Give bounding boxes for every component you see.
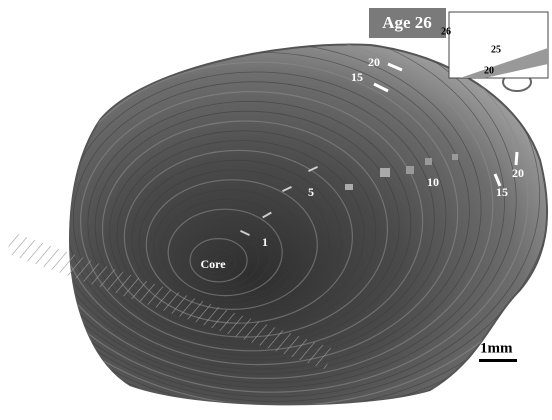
annotation: 10 bbox=[427, 175, 439, 189]
page: Age 26 26 25 20 20 15 1 5 10 20 15 Core … bbox=[0, 0, 552, 420]
square bbox=[425, 158, 432, 165]
square bbox=[406, 166, 414, 174]
annotation: 15 bbox=[351, 70, 363, 84]
annotation: 5 bbox=[308, 185, 314, 199]
scale-bar bbox=[479, 359, 517, 362]
annotation: 20 bbox=[512, 166, 524, 180]
square bbox=[380, 168, 390, 177]
square bbox=[345, 184, 353, 190]
arrow bbox=[516, 152, 517, 165]
annotation: 20 bbox=[368, 55, 380, 69]
inset-label: 20 bbox=[484, 65, 494, 76]
annotation: 1 bbox=[262, 235, 268, 249]
annotation: 15 bbox=[496, 185, 508, 199]
otolith-image: Age 26 26 25 20 20 15 1 5 10 20 15 Core … bbox=[0, 0, 552, 420]
inset-label: 26 bbox=[441, 26, 451, 37]
core-label: Core bbox=[200, 257, 226, 271]
inset-label: 25 bbox=[491, 44, 501, 55]
square bbox=[452, 154, 458, 160]
age-label: Age 26 bbox=[382, 13, 432, 32]
scale-label: 1mm bbox=[480, 340, 513, 356]
